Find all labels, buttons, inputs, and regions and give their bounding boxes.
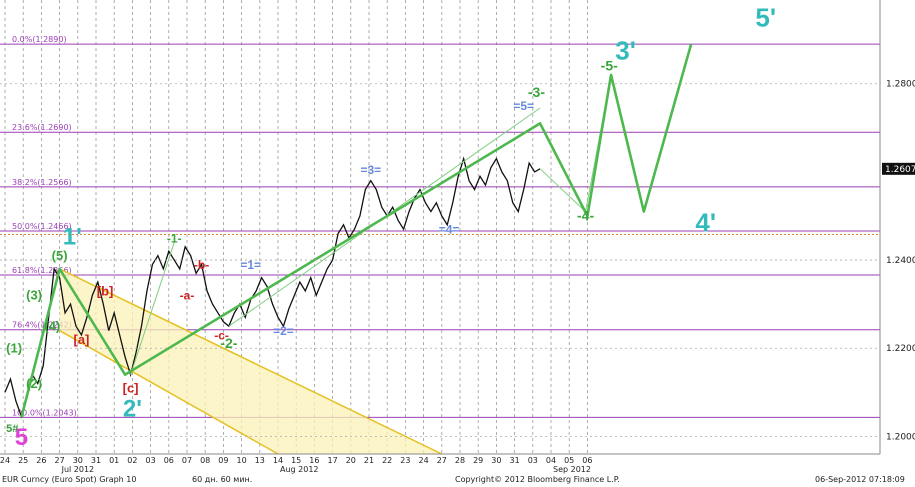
fib-label: 0.0%(1.2890) [12,35,67,44]
wave-label: 5' [755,2,776,32]
copyright-label: Copyright© 2012 Bloomberg Finance L.P. [455,475,620,484]
x-tick-label: 23 [400,456,410,465]
wave-label: [c] [123,380,139,395]
subwave-line [130,242,175,375]
x-tick-label: 27 [437,456,447,465]
wave-label: -c- [214,328,229,342]
vertical-gridlines [4,0,588,454]
wave-label: =3= [360,163,381,177]
x-tick-label: 20 [346,456,356,465]
price-channel [59,268,443,455]
x-tick-label: 21 [364,456,374,465]
x-tick-label: 06 [582,456,592,465]
last-price-label: 1.2607 [885,165,915,175]
x-tick-label: 07 [182,456,192,465]
x-tick-label: 03 [528,456,538,465]
x-tick-label: 02 [127,456,137,465]
fib-label: 76.4%(1.2242) [12,321,72,330]
wave-label: [a] [73,332,89,347]
x-month-label: Aug 2012 [280,465,319,474]
wave-label: 2' [123,396,142,423]
wave-label: (5) [52,248,68,263]
wave-label: =5= [513,99,534,113]
x-tick-label: 06 [164,456,174,465]
wave-label: 5 [15,424,28,451]
x-tick-label: 14 [273,456,283,465]
wave-label: 4' [695,207,716,237]
x-tick-label: 09 [218,456,228,465]
x-month-label: Jul 2012 [61,465,95,474]
wave-label: (2) [26,376,42,391]
x-tick-label: 31 [91,456,101,465]
wave-label: =4= [439,223,460,237]
fibonacci-levels: 0.0%(1.2890) 23.6%(1.2690) 38.2%(1.2566) 50… [0,35,880,418]
x-tick-label: 31 [510,456,520,465]
y-axis: 1.2000 1.2200 1.2400 1.2800 1.2607 [0,0,915,474]
x-tick-label: 15 [291,456,301,465]
wave-label: [b] [97,283,114,298]
fib-label: 23.6%(1.2690) [12,123,72,132]
wave-label: -5- [601,58,618,74]
x-tick-label: 08 [200,456,210,465]
x-month-label: Sep 2012 [553,465,591,474]
wave-label: -a- [180,289,195,303]
wave-label: 5# [6,423,18,435]
last-price-badge [882,162,915,175]
wave-label: =1= [240,258,261,272]
x-tick-label: 26 [36,456,46,465]
x-tick-label: 24 [0,456,10,465]
x-tick-label: 03 [146,456,156,465]
wave-label: 3' [615,36,636,66]
x-tick-label: 24 [419,456,429,465]
x-tick-label: 01 [109,456,119,465]
wave-label: -2- [220,335,237,351]
channel-lower [59,329,279,455]
x-axis: 24 25 26 27 30 31 01 02 03 06 07 08 09 10 13 14 15 16 17 20… [0,453,880,474]
instrument-label: EUR Curncy (Euro Spot) Graph 10 [2,475,137,484]
y-axis-panel [880,0,915,474]
wave-label: -b- [194,258,209,272]
timestamp-label: 06-Sep-2012 07:18:09 [815,475,905,484]
fib-label: 100.0%(1.2043) [12,408,77,417]
fib-label: 50.0%(1.2466) [12,222,72,231]
wave-label: -1- [167,231,182,245]
wave-label: =2= [273,324,294,338]
x-tick-label: 10 [237,456,247,465]
x-tick-label: 30 [491,456,501,465]
x-tick-label: 27 [55,456,65,465]
x-tick-label: 25 [18,456,28,465]
wave-label: -4- [577,207,594,223]
x-tick-label: 28 [455,456,465,465]
fib-label: 61.8%(1.2366) [12,266,72,275]
price-line [4,156,541,419]
fib-label: 38.2%(1.2566) [12,178,72,187]
wave-projection [20,43,693,418]
y-tick-label: 1.2000 [886,432,915,442]
interval-label: 60 дн. 60 мин. [192,475,253,484]
price-series [4,156,541,419]
channel-upper [59,268,443,455]
y-tick-label: 1.2200 [886,344,915,354]
x-tick-label: 13 [255,456,265,465]
x-tick-label: 04 [546,456,556,465]
x-tick-label: 05 [564,456,574,465]
wave-label: 1' [63,224,82,251]
x-tick-label: 30 [73,456,83,465]
primary-wave [20,43,693,418]
y-tick-label: 1.2800 [886,80,915,90]
wave-labels: 55# (1) (2) (3) (4) (5)1' [a] [b] [c]2' -1- -b- -a-… [6,2,776,451]
x-tick-label: 17 [328,456,338,465]
wave-label: (3) [26,288,42,303]
wave-label: (1) [6,341,22,356]
x-tick-label: 29 [473,456,483,465]
y-tick-label: 1.2400 [886,256,915,266]
chart-footer: EUR Curncy (Euro Spot) Graph 10 60 дн. 6… [0,474,915,487]
x-tick-label: 22 [382,456,392,465]
wave-label: -3- [528,84,545,100]
x-tick-label: 16 [309,456,319,465]
wave-label: (4) [44,319,60,334]
